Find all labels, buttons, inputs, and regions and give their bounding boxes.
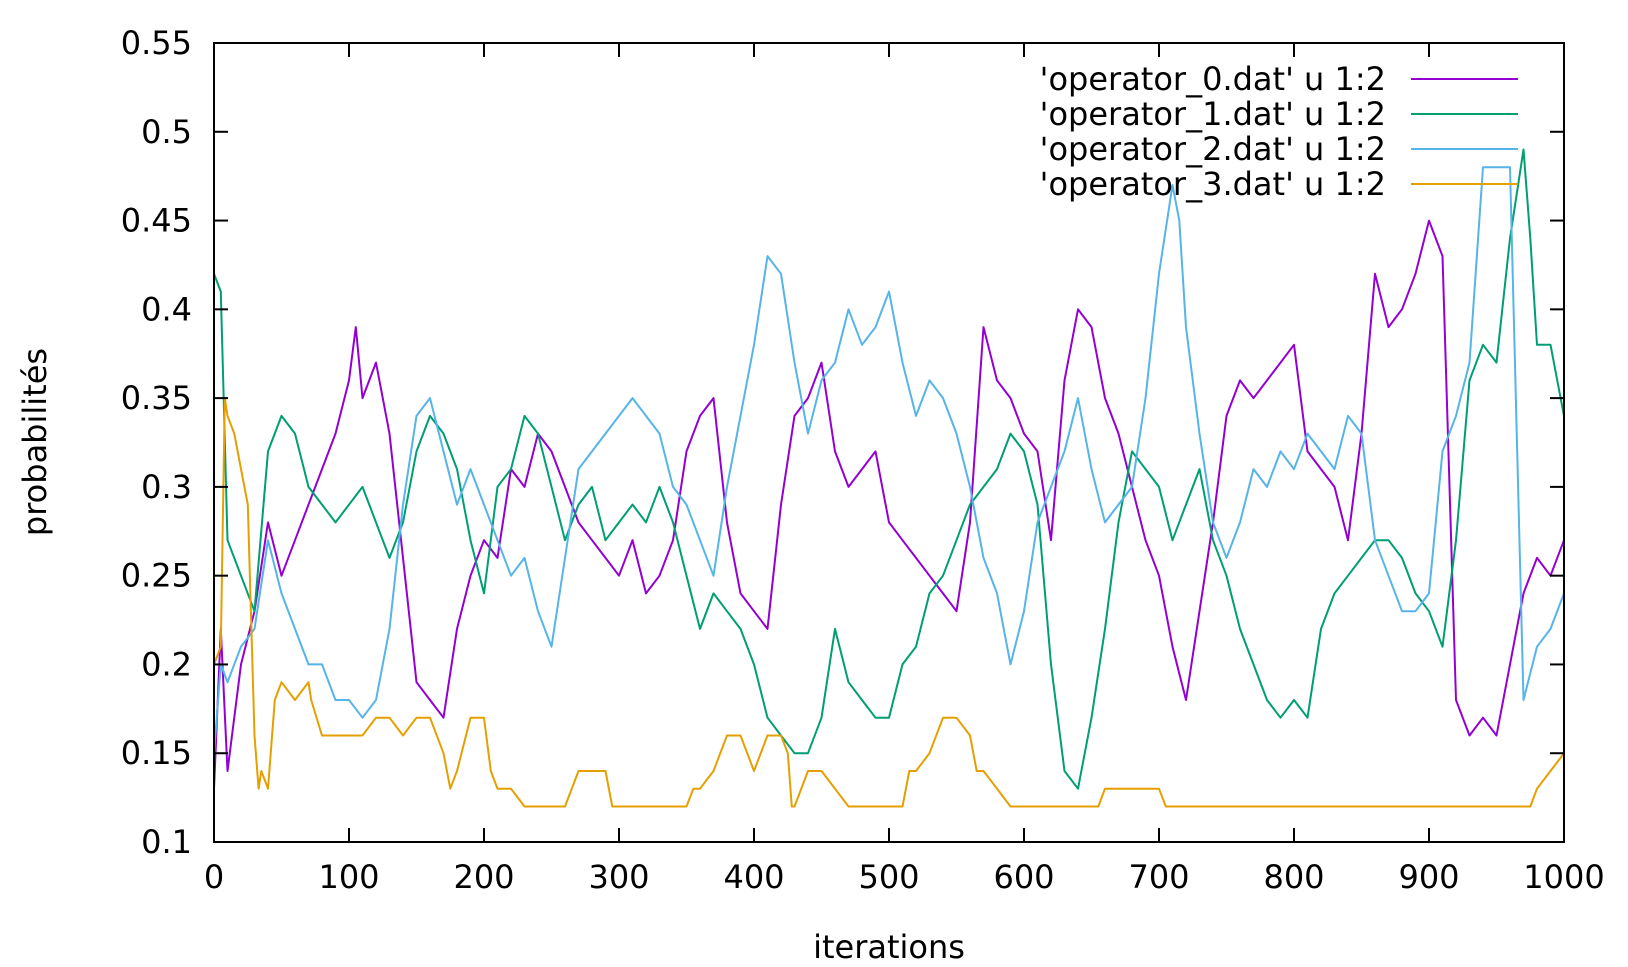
y-tick-label: 0.5 — [141, 113, 192, 151]
legend: 'operator_0.dat' u 1:2'operator_1.dat' u… — [1040, 60, 1518, 203]
legend-label-operator-2: 'operator_2.dat' u 1:2 — [1040, 130, 1386, 168]
x-tick-label: 900 — [1398, 858, 1459, 896]
y-tick-label: 0.4 — [141, 290, 192, 328]
legend-label-operator-0: 'operator_0.dat' u 1:2 — [1040, 60, 1386, 98]
x-tick-label: 300 — [588, 858, 649, 896]
series-layer — [213, 148, 1565, 808]
legend-label-operator-3: 'operator_3.dat' u 1:2 — [1040, 165, 1386, 203]
x-tick-label: 1000 — [1523, 858, 1604, 896]
x-tick-label: 600 — [993, 858, 1054, 896]
legend-label-operator-1: 'operator_1.dat' u 1:2 — [1040, 95, 1386, 133]
y-tick-label: 0.45 — [121, 202, 192, 240]
x-tick-label: 0 — [204, 858, 224, 896]
y-tick-label: 0.55 — [121, 24, 192, 62]
series-line-operator-1 — [213, 148, 1565, 790]
y-tick-label: 0.1 — [141, 823, 192, 861]
y-axis-title: probabilités — [16, 348, 54, 536]
x-axis-title: iterations — [813, 928, 965, 966]
x-tick-label: 400 — [723, 858, 784, 896]
x-tick-label: 800 — [1263, 858, 1324, 896]
y-tick-label: 0.3 — [141, 468, 192, 506]
x-tick-label: 500 — [858, 858, 919, 896]
tick-layer: 0 100 200 300 400 500 600 700 800 900 1000 0.1 0.15 0… — [121, 24, 1605, 896]
series-line-operator-2 — [213, 166, 1565, 754]
series-line-operator-0 — [213, 219, 1565, 789]
y-tick-label: 0.35 — [121, 379, 192, 417]
x-tick-label: 100 — [318, 858, 379, 896]
y-tick-label: 0.2 — [141, 645, 192, 683]
x-tick-label: 200 — [453, 858, 514, 896]
series-line-operator-3 — [213, 397, 1565, 808]
x-tick-label: 700 — [1128, 858, 1189, 896]
y-tick-label: 0.15 — [121, 734, 192, 772]
y-tick-label: 0.25 — [121, 557, 192, 595]
